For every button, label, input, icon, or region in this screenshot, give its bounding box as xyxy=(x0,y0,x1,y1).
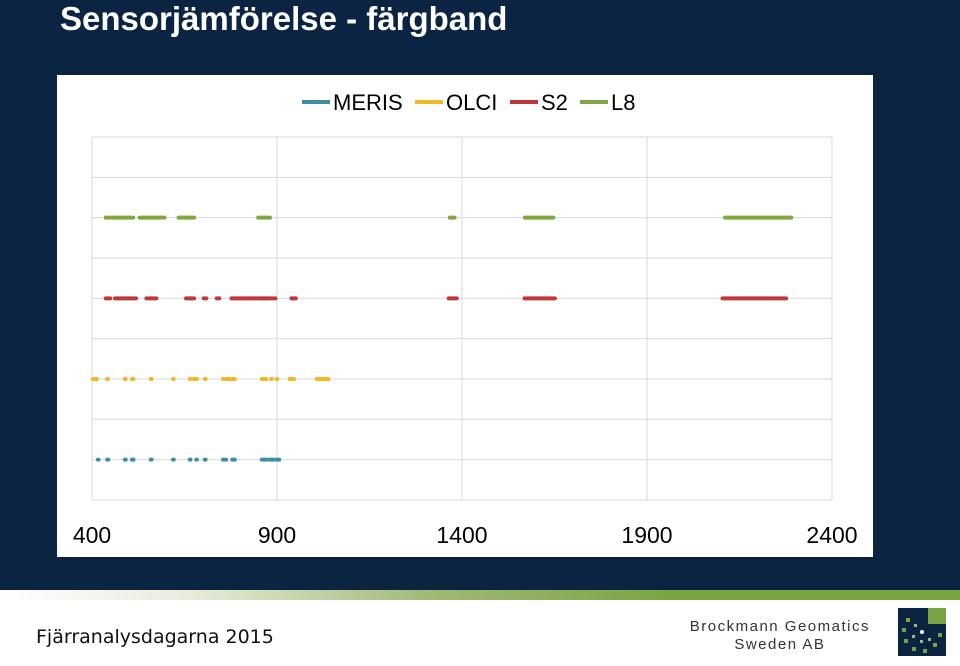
legend-label-olci: OLCI xyxy=(446,90,497,115)
footer-gradient-stripe xyxy=(0,590,960,600)
x-tick-label: 2400 xyxy=(806,522,857,548)
x-tick-label: 1900 xyxy=(621,522,672,548)
company-logo-icon xyxy=(898,608,946,656)
chart-panel: MERIS OLCI S2 L8 400 900 1400 1900 2400 xyxy=(57,75,873,557)
chart-gridlines xyxy=(91,136,833,501)
band-chart: MERIS OLCI S2 L8 400 900 1400 1900 2400 xyxy=(73,90,858,548)
x-tick-label: 1400 xyxy=(436,522,487,548)
company-name-line2: Sweden AB xyxy=(734,636,826,653)
event-name: Fjärranalysdagarna 2015 xyxy=(36,626,274,648)
legend-label-l8: L8 xyxy=(611,90,635,115)
chart-series xyxy=(90,215,794,462)
legend-label-s2: S2 xyxy=(541,90,568,115)
slide-title: Sensorjämförelse - färgband xyxy=(60,0,508,37)
footer-band: Fjärranalysdagarna 2015 Brockmann Geomat… xyxy=(0,590,960,666)
company-name: Brockmann Geomatics Sweden AB xyxy=(690,618,870,654)
chart-legend: MERIS OLCI S2 L8 xyxy=(302,90,635,115)
x-tick-label: 900 xyxy=(258,522,296,548)
company-name-line1: Brockmann Geomatics xyxy=(689,618,870,635)
legend-label-meris: MERIS xyxy=(333,90,403,115)
x-tick-label: 400 xyxy=(73,522,111,548)
x-axis-ticks: 400 900 1400 1900 2400 xyxy=(73,522,858,548)
